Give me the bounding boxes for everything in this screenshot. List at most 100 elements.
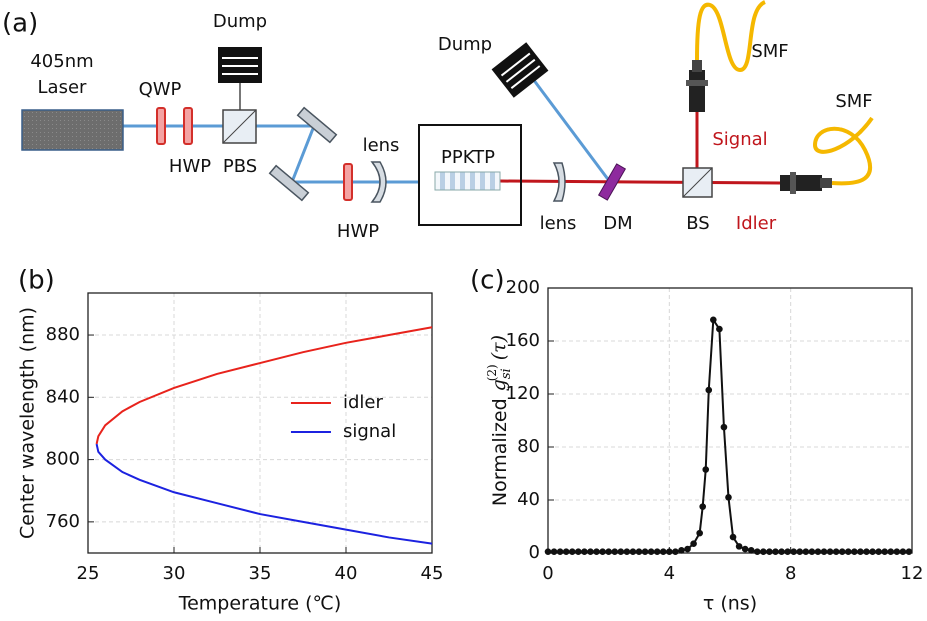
data-point (887, 548, 895, 555)
data-point (710, 316, 717, 324)
y-tick-label: 840 (46, 386, 80, 407)
lens (370, 161, 387, 203)
label: Signal (712, 129, 767, 150)
beam-dump (218, 47, 262, 83)
data-point (647, 548, 655, 555)
data-point (778, 548, 785, 555)
data-point (699, 503, 706, 510)
beam (123, 124, 420, 184)
data-line (95, 326, 433, 445)
data-point (696, 529, 703, 537)
data-line (95, 443, 433, 545)
label: QWP (139, 79, 182, 100)
fiber-coupler (686, 60, 708, 112)
y-tick-label: 80 (517, 436, 540, 457)
x-tick-label: 0 (542, 563, 553, 584)
data-point (826, 548, 834, 555)
data-point (702, 466, 710, 473)
x-tick-label: 25 (77, 563, 100, 584)
label-superscript: (2) (485, 364, 499, 381)
beam-dump (491, 42, 549, 98)
beam (528, 74, 612, 183)
data-point (716, 325, 723, 333)
data-point (741, 545, 749, 553)
data-point (899, 548, 907, 555)
data-point (544, 548, 552, 555)
data-point (784, 548, 791, 555)
y-tick-label: 880 (46, 324, 80, 345)
legend-label: signal (343, 421, 396, 442)
data-point (881, 548, 888, 555)
data-point (556, 548, 564, 555)
mirror (268, 164, 310, 202)
data-point (766, 548, 773, 555)
data-point (684, 545, 691, 553)
data-point (629, 548, 637, 555)
waveplate (343, 163, 353, 201)
label: HWP (169, 156, 211, 177)
data-point (653, 548, 661, 555)
x-axis-label: τ (ns) (703, 593, 757, 615)
data-point (725, 494, 732, 501)
label-subscript: si (499, 368, 514, 379)
x-tick-label: 30 (163, 563, 186, 584)
label-argument: (τ) (488, 335, 510, 360)
y-axis-label: Center wavelength (nm) (17, 307, 39, 539)
x-tick-label: 4 (664, 563, 675, 584)
plot-frame (547, 287, 913, 554)
data-point (869, 548, 876, 555)
panel-label: (b) (18, 266, 55, 296)
data-point (666, 548, 673, 555)
data-point (581, 548, 588, 555)
label-symbol: g (488, 379, 510, 391)
data-point (814, 548, 822, 555)
data-point (851, 548, 858, 555)
label-text: Normalized (489, 398, 511, 506)
y-tick-label: 0 (529, 542, 540, 563)
data-point (575, 548, 582, 555)
x-tick-label: 8 (785, 563, 796, 584)
cube-diagonal (682, 167, 713, 198)
lens (552, 162, 566, 202)
fiber (812, 116, 874, 186)
data-point (838, 548, 846, 555)
label: Laser (38, 77, 88, 98)
label: SMF (835, 91, 872, 112)
label: lens (363, 135, 400, 156)
label: BS (686, 213, 709, 234)
x-axis-label: Temperature (℃) (178, 593, 342, 615)
data-point (550, 548, 558, 555)
data-point (857, 548, 864, 555)
fiber (695, 0, 767, 73)
oven (418, 124, 522, 226)
waveplate (156, 107, 166, 145)
data-point (863, 548, 870, 555)
data-point (735, 543, 743, 550)
data-line (548, 316, 909, 553)
panel-label: (c) (470, 266, 505, 296)
beam (499, 179, 781, 185)
label: lens (540, 213, 577, 234)
data-point (905, 548, 913, 555)
data-point (678, 547, 685, 554)
label: DM (603, 213, 632, 234)
data-point (611, 548, 619, 555)
diagram: (a) 405nm Laser QWP HWP PBS Dump HWP len… (2, 0, 874, 242)
x-tick-label: 12 (901, 563, 924, 584)
fiber-coupler (780, 172, 832, 194)
label: Dump (213, 11, 267, 32)
data-point (754, 548, 761, 555)
waveplate (183, 107, 193, 145)
label: 405nm (30, 51, 93, 72)
data-point (802, 548, 810, 555)
data-point (605, 548, 612, 555)
label: Dump (438, 34, 492, 55)
y-tick-label: 160 (506, 330, 540, 351)
data-point (568, 548, 576, 555)
data-point (659, 548, 667, 555)
data-point (729, 533, 737, 541)
data-point (808, 548, 816, 555)
y-tick-label: 200 (506, 277, 540, 298)
data-point (562, 548, 570, 555)
